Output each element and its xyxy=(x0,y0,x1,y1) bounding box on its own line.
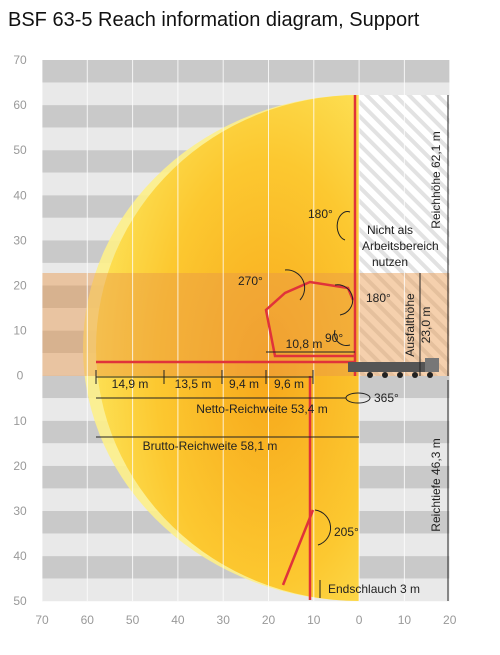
segment-label: 9,6 m xyxy=(274,377,304,391)
angle-label: 180° xyxy=(308,207,333,221)
reach-height: Reichhöhe 62,1 m xyxy=(429,131,443,228)
y-tick-label: 40 xyxy=(13,188,27,202)
angle-label: 205° xyxy=(334,525,359,539)
unfold-height: 23,0 m xyxy=(419,307,433,344)
note: Nicht als xyxy=(367,223,413,237)
gross-reach: Brutto-Reichweite 58,1 m xyxy=(143,439,278,453)
x-tick-label: 10 xyxy=(307,613,321,627)
x-tick-label: 20 xyxy=(262,613,276,627)
truck xyxy=(348,358,439,378)
x-tick-label: 60 xyxy=(81,613,95,627)
unfold-height: Ausfalthöhe xyxy=(403,293,417,357)
dimension-lines xyxy=(95,95,449,601)
x-tick-label: 30 xyxy=(217,613,231,627)
band xyxy=(42,60,450,83)
angle-labels: 180° 270° 180° 90° 365° 205° xyxy=(238,207,399,539)
title: BSF 63-5 Reach information diagram, Supp… xyxy=(8,9,420,31)
segment-labels: 14,9 m 13,5 m 9,4 m 9,6 m 10,8 m xyxy=(112,337,323,391)
y-tick-label: 40 xyxy=(13,549,27,563)
angle-label: 90° xyxy=(325,331,343,345)
unfold-band xyxy=(42,273,450,376)
net-reach: Netto-Reichweite 53,4 m xyxy=(196,402,327,416)
angle-label: 365° xyxy=(374,391,399,405)
note: nutzen xyxy=(372,255,408,269)
y-tick-label: 10 xyxy=(13,324,27,338)
x-tick-label: 70 xyxy=(35,613,49,627)
angle-label: 270° xyxy=(238,274,263,288)
segment-label: 9,4 m xyxy=(229,377,259,391)
y-tick-label: 0 xyxy=(17,369,24,383)
reach-area xyxy=(96,95,359,601)
grid xyxy=(41,60,451,601)
x-tick-label: 40 xyxy=(171,613,185,627)
y-tick-label: 30 xyxy=(13,504,27,518)
y-tick-label: 20 xyxy=(13,279,27,293)
y-tick-label: 50 xyxy=(13,143,27,157)
reach-depth: Reichtiefe 46,3 m xyxy=(429,438,443,531)
end-hose: Endschlauch 3 m xyxy=(328,582,420,596)
segment-label: 13,5 m xyxy=(175,377,212,391)
angle-label: 180° xyxy=(366,291,391,305)
segment-label: 10,8 m xyxy=(286,337,323,351)
x-tick-label: 20 xyxy=(443,613,457,627)
x-tick-label: 0 xyxy=(356,613,363,627)
segment-label: 14,9 m xyxy=(112,377,149,391)
y-tick-label: 70 xyxy=(13,53,27,67)
y-tick-label: 60 xyxy=(13,98,27,112)
note: Arbeitsbereich xyxy=(362,239,439,253)
y-tick-label: 10 xyxy=(13,414,27,428)
y-tick-label: 50 xyxy=(13,594,27,608)
boom xyxy=(96,95,357,600)
y-tick-label: 30 xyxy=(13,233,27,247)
x-tick-label: 10 xyxy=(398,613,412,627)
x-tick-label: 50 xyxy=(126,613,140,627)
y-tick-label: 20 xyxy=(13,459,27,473)
